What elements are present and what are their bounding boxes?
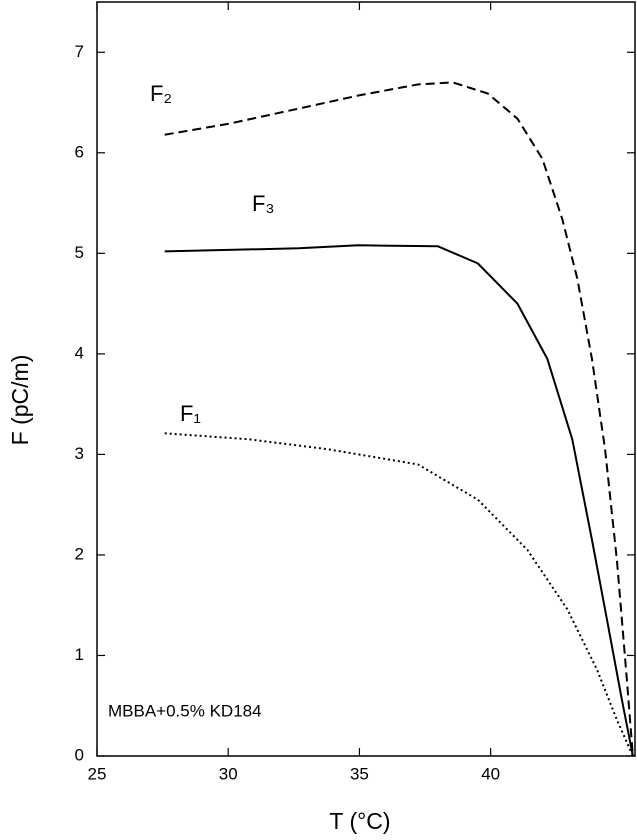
x-tick-label: 25 <box>88 764 107 783</box>
plot-frame <box>96 1 636 757</box>
y-tick-label: 0 <box>75 745 84 764</box>
series-label: F₃ <box>252 191 274 216</box>
line <box>164 432 634 757</box>
y-tick-label: 2 <box>75 544 84 563</box>
line <box>164 244 634 757</box>
y-tick-label: 4 <box>75 343 84 362</box>
y-tick-label: 5 <box>75 243 84 262</box>
y-tick-label: 3 <box>75 444 84 463</box>
annotation: MBBA+0.5% KD184 <box>108 701 262 720</box>
y-tick-label: 7 <box>75 42 84 61</box>
series-label: F₁ <box>180 401 201 426</box>
series-label: F₂ <box>150 81 172 106</box>
x-axis-label: T (°C) <box>329 808 390 834</box>
x-tick-label: 35 <box>350 764 369 783</box>
x-tick-label: 30 <box>219 764 238 783</box>
y-tick-label: 6 <box>75 142 84 161</box>
y-tick-label: 1 <box>75 645 84 664</box>
line <box>164 81 634 757</box>
x-tick-label: 40 <box>481 764 500 783</box>
y-axis-label: F (pC/m) <box>7 355 33 446</box>
